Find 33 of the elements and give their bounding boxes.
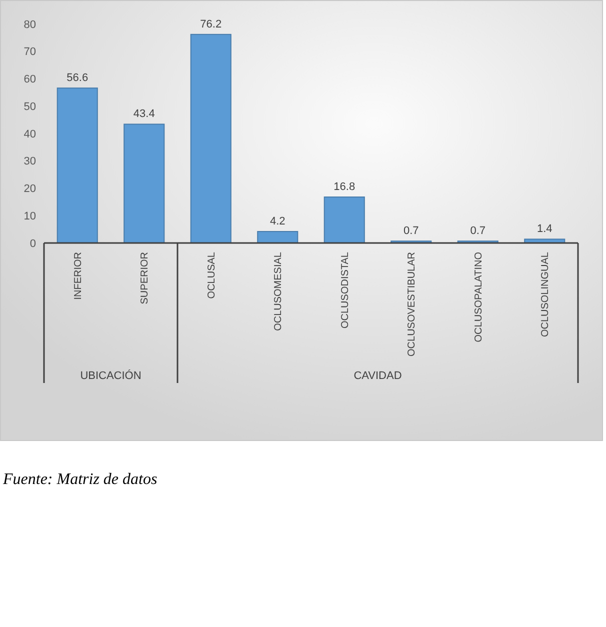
- data-label: 76.2: [200, 18, 222, 30]
- data-label: 4.2: [270, 216, 286, 228]
- y-tick-label: 30: [24, 156, 36, 168]
- y-tick-label: 20: [24, 183, 36, 196]
- y-tick-label: 50: [24, 100, 36, 113]
- y-tick-label: 70: [24, 46, 36, 58]
- y-tick-label: 40: [24, 128, 36, 140]
- bar: [56, 88, 98, 244]
- text: CAVIDAD: [354, 370, 402, 382]
- bar: [257, 231, 298, 244]
- x-tick-label: OCLUSOLINGUAL: [540, 252, 552, 338]
- data-label: 43.4: [133, 108, 155, 120]
- y-tick-label: 10: [24, 210, 36, 222]
- bar: [324, 196, 365, 244]
- x-tick-label: OCLUSAL: [206, 252, 218, 299]
- x-tick-label: OCLUSOMESIAL: [273, 252, 284, 331]
- x-tick-label: OCLUSOVESTIBULAR: [406, 252, 418, 356]
- data-label: 0.7: [403, 225, 419, 238]
- bar: [190, 34, 232, 244]
- x-tick-label: INFERIOR: [72, 252, 84, 300]
- y-tick-label: 0: [30, 238, 36, 250]
- text: UBICACIÓN: [80, 368, 142, 382]
- source-note: Fuente: Matriz de datos: [2, 471, 158, 488]
- x-tick-label: OCLUSOPALATINO: [473, 252, 484, 342]
- data-label: 16.8: [334, 181, 356, 194]
- x-tick-label: SUPERIOR: [140, 252, 151, 304]
- bar: [124, 124, 165, 244]
- y-tick-label: 60: [24, 74, 36, 86]
- data-label: 1.4: [536, 223, 552, 236]
- data-label: 56.6: [66, 72, 88, 84]
- y-tick-label: 80: [24, 18, 36, 31]
- data-label: 0.7: [470, 225, 486, 238]
- x-tick-label: OCLUSODISTAL: [340, 252, 351, 328]
